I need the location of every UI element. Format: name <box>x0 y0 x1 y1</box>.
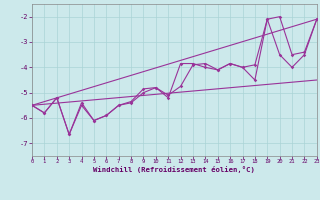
X-axis label: Windchill (Refroidissement éolien,°C): Windchill (Refroidissement éolien,°C) <box>93 166 255 173</box>
